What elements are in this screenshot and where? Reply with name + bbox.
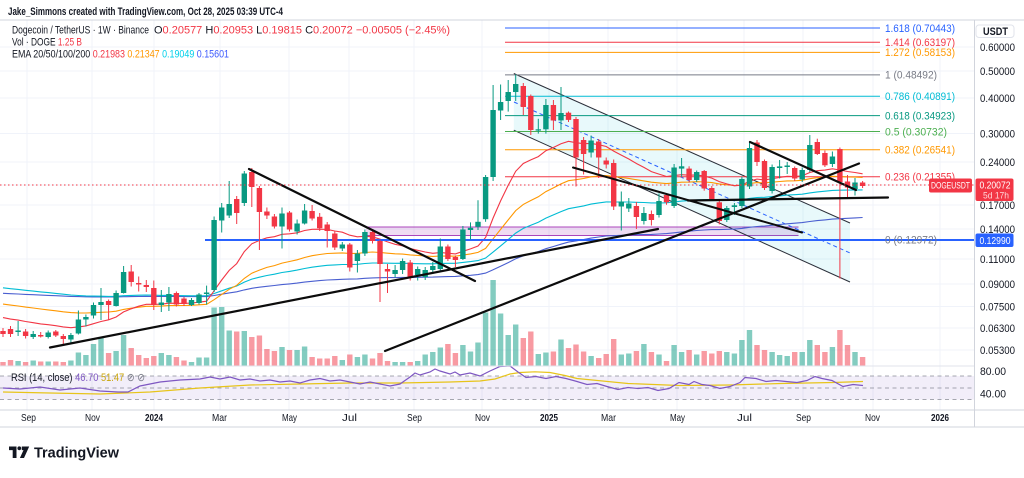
svg-text:0.40000: 0.40000 xyxy=(980,93,1015,105)
svg-text:Jul: Jul xyxy=(342,412,357,424)
svg-text:0.11000: 0.11000 xyxy=(980,254,1015,266)
svg-text:0.24000: 0.24000 xyxy=(980,157,1015,169)
svg-text:Vol · DOGE 1.25 B: Vol · DOGE 1.25 B xyxy=(12,37,82,49)
svg-text:0.12990: 0.12990 xyxy=(980,235,1011,247)
svg-text:0.382 (0.26541): 0.382 (0.26541) xyxy=(885,145,955,157)
svg-text:0.09000: 0.09000 xyxy=(980,279,1015,291)
svg-text:Mar: Mar xyxy=(601,412,616,424)
svg-text:0.5 (0.30732): 0.5 (0.30732) xyxy=(885,126,947,138)
svg-text:0 (0.12972): 0 (0.12972) xyxy=(885,235,937,247)
svg-text:0.30000: 0.30000 xyxy=(980,128,1015,140)
svg-text:1.272 (0.58153): 1.272 (0.58153) xyxy=(885,47,955,59)
svg-text:0.17000: 0.17000 xyxy=(980,200,1015,212)
svg-text:0.07500: 0.07500 xyxy=(980,301,1015,313)
svg-text:Sep: Sep xyxy=(796,412,811,424)
svg-text:0.786 (0.40891): 0.786 (0.40891) xyxy=(885,91,955,103)
svg-text:USDT: USDT xyxy=(983,26,1008,38)
svg-text:40.00: 40.00 xyxy=(980,388,1006,400)
svg-text:Nov: Nov xyxy=(865,412,881,424)
svg-text:0.05300: 0.05300 xyxy=(980,345,1015,357)
svg-text:Nov: Nov xyxy=(475,412,491,424)
svg-text:0.618 (0.34923): 0.618 (0.34923) xyxy=(885,110,955,122)
svg-text:DOGEUSDT: DOGEUSDT xyxy=(931,181,970,192)
svg-text:RSI (14, close) 46.70 51.47: RSI (14, close) 46.70 51.47 ⊘ ⊘ xyxy=(11,372,145,384)
svg-text:Dogecoin / TetherUS · 1W · Bin: Dogecoin / TetherUS · 1W · Binance xyxy=(12,25,149,37)
svg-text:0.60000: 0.60000 xyxy=(980,42,1015,54)
svg-text:5d 17h: 5d 17h xyxy=(983,191,1009,202)
svg-text:0.50000: 0.50000 xyxy=(980,66,1015,78)
svg-text:1 (0.48492): 1 (0.48492) xyxy=(885,70,937,82)
svg-text:Nov: Nov xyxy=(85,412,101,424)
svg-text:May: May xyxy=(282,412,298,424)
svg-text:2026: 2026 xyxy=(931,412,949,424)
svg-text:0.06300: 0.06300 xyxy=(980,323,1015,335)
svg-text:Mar: Mar xyxy=(212,412,227,424)
svg-text:EMA 20/50/100/200 0.21983 0.: EMA 20/50/100/200 0.21983 0.21347 0.1904… xyxy=(12,49,229,61)
svg-text:Sep: Sep xyxy=(407,412,422,424)
svg-text:2024: 2024 xyxy=(145,412,163,424)
svg-text:2025: 2025 xyxy=(540,412,558,424)
svg-text:Jake_Simmons created with Trad: Jake_Simmons created with TradingView.co… xyxy=(8,6,284,18)
svg-text:O0.20577 H0.20953 L0.19815: O0.20577 H0.20953 L0.19815 C0.20072 −0.0… xyxy=(154,25,450,37)
svg-text:Jul: Jul xyxy=(737,412,752,424)
svg-text:May: May xyxy=(670,412,686,424)
svg-text:80.00: 80.00 xyxy=(980,366,1006,378)
svg-text:1.618 (0.70443): 1.618 (0.70443) xyxy=(885,23,955,35)
svg-text:TradingView: TradingView xyxy=(34,445,119,462)
svg-text:Sep: Sep xyxy=(21,412,36,424)
